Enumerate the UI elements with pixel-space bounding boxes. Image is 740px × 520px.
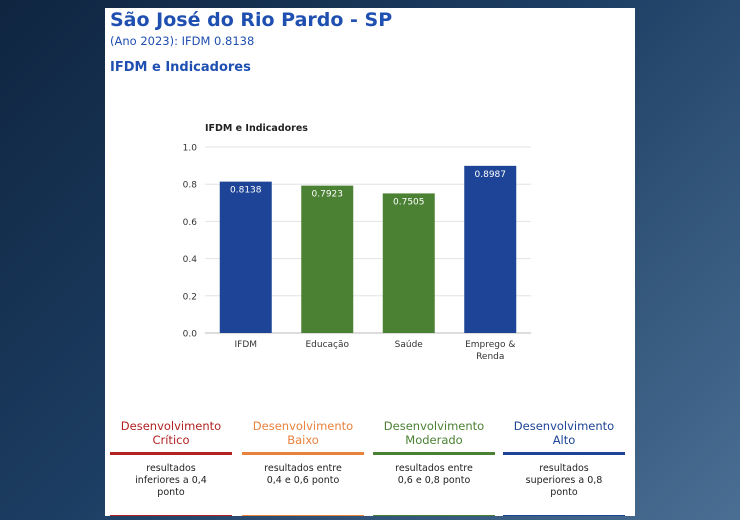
bar-chart: IFDM e Indicadores 0.0 0.2 0.4 0.6 0.8 1.0 0.81… bbox=[183, 123, 531, 362]
bar-sa-de bbox=[382, 193, 435, 333]
report-panel: São José do Rio Pardo - SP (Ano 2023): I… bbox=[105, 8, 635, 516]
legend-category-title: Desenvolvimento Crítico bbox=[110, 417, 232, 449]
chart-title: IFDM e Indicadores bbox=[205, 123, 308, 134]
bar-value-label: 0.7923 bbox=[312, 190, 344, 200]
x-tick-label: IFDM bbox=[234, 340, 257, 350]
x-tick-label: Educação bbox=[305, 340, 349, 350]
x-tick-label: Renda bbox=[476, 352, 504, 362]
legend-color-bar bbox=[503, 452, 625, 455]
page-title: São José do Rio Pardo - SP bbox=[110, 9, 393, 31]
legend-description: resultados entre 0,6 e 0,8 ponto bbox=[395, 463, 473, 486]
bar-value-label: 0.8987 bbox=[475, 170, 507, 180]
x-tick-label: Saúde bbox=[395, 340, 424, 350]
y-tick-label: 0.8 bbox=[183, 181, 198, 191]
legend-category-title: Desenvolvimento Moderado bbox=[373, 417, 495, 449]
y-tick-label: 0.4 bbox=[183, 255, 198, 265]
x-tick-label: Emprego & bbox=[465, 340, 515, 350]
legend-title-line2: Moderado bbox=[405, 433, 463, 447]
legend-category-title: Desenvolvimento Alto bbox=[503, 417, 625, 449]
legend-color-bar bbox=[242, 452, 364, 455]
legend-category: Desenvolvimento Alto resultados superiores… bbox=[503, 417, 625, 516]
y-tick-label: 0.2 bbox=[183, 292, 197, 302]
legend-description: resultados inferiores a 0,4 ponto bbox=[135, 463, 207, 498]
legend-title-line1: Desenvolvimento bbox=[120, 419, 222, 433]
bar-ifdm bbox=[219, 181, 272, 333]
legend-color-bar-bottom bbox=[110, 515, 232, 516]
bar-value-label: 0.8138 bbox=[230, 186, 262, 196]
legend-category: Desenvolvimento Moderado resultados entre … bbox=[373, 417, 495, 516]
legend-title-line2: Baixo bbox=[287, 433, 319, 447]
bar-educa-o bbox=[301, 185, 354, 333]
legend-description: resultados entre 0,4 e 0,6 ponto bbox=[264, 463, 342, 486]
legend-color-bar-bottom bbox=[242, 515, 364, 516]
y-tick-label: 0.0 bbox=[183, 330, 198, 340]
legend-title-line2: Alto bbox=[552, 433, 576, 447]
y-tick-label: 1.0 bbox=[183, 144, 198, 154]
legend-title-line2: Crítico bbox=[152, 433, 190, 447]
legend-color-bar-bottom bbox=[373, 515, 495, 516]
legend-color-bar bbox=[110, 452, 232, 455]
page-subtitle: (Ano 2023): IFDM 0.8138 bbox=[110, 34, 255, 48]
legend-color-bar-bottom bbox=[503, 515, 625, 516]
legend-title-line1: Desenvolvimento bbox=[513, 419, 615, 433]
legend-title-line1: Desenvolvimento bbox=[383, 419, 485, 433]
legend-category-title: Desenvolvimento Baixo bbox=[242, 417, 364, 449]
legend-category: Desenvolvimento Baixo resultados entre 0,4… bbox=[242, 417, 364, 516]
bar-emprego-renda bbox=[464, 165, 517, 333]
y-tick-label: 0.6 bbox=[183, 218, 198, 228]
legend-color-bar bbox=[373, 452, 495, 455]
legend-title-line1: Desenvolvimento bbox=[252, 419, 354, 433]
legend-category: Desenvolvimento Crítico resultados inferio… bbox=[110, 417, 232, 516]
section-title: IFDM e Indicadores bbox=[110, 60, 251, 75]
legend-description: resultados superiores a 0,8 ponto bbox=[525, 463, 603, 498]
bar-value-label: 0.7505 bbox=[393, 197, 425, 207]
